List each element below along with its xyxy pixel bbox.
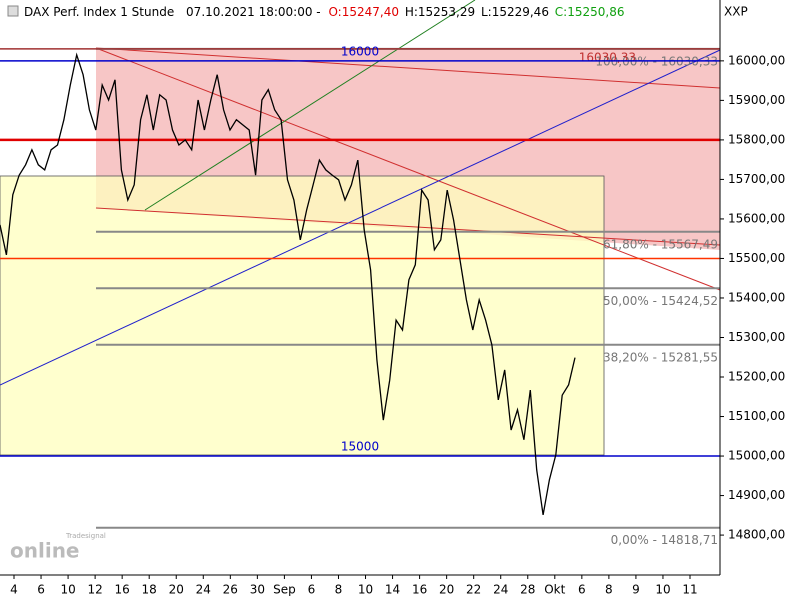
x-tick-label: 30 bbox=[250, 583, 265, 597]
x-tick-label: 18 bbox=[142, 583, 157, 597]
x-tick-label: Sep bbox=[273, 583, 296, 597]
y-tick-label: 15900,00 bbox=[728, 93, 785, 107]
x-tick-label: 10 bbox=[60, 583, 75, 597]
x-tick-label: 14 bbox=[385, 583, 400, 597]
x-tick-label: 12 bbox=[87, 583, 102, 597]
x-tick-label: 8 bbox=[335, 583, 343, 597]
y-tick-label: 16000,00 bbox=[728, 53, 785, 67]
x-tick-label: 22 bbox=[466, 583, 481, 597]
y-tick-label: 15200,00 bbox=[728, 370, 785, 384]
x-tick-label: 16 bbox=[115, 583, 130, 597]
y-tick-label: 14900,00 bbox=[728, 488, 785, 502]
fib-label: 38,20% - 15281,55 bbox=[603, 350, 718, 364]
yellow-zone bbox=[0, 175, 605, 456]
high: H:15253,29 bbox=[405, 5, 475, 19]
logo-small: Tradesignal bbox=[65, 532, 106, 540]
x-tick-label: 20 bbox=[439, 583, 454, 597]
x-tick-label: 6 bbox=[37, 583, 45, 597]
datetime: 07.10.2021 18:00:00 - bbox=[186, 5, 321, 19]
icon[interactable] bbox=[7, 5, 19, 17]
x-tick-label: Okt bbox=[544, 583, 565, 597]
x-tick-label: 4 bbox=[10, 583, 18, 597]
x-tick-label: 10 bbox=[655, 583, 670, 597]
level-label: 16000 bbox=[341, 44, 379, 58]
x-tick-label: 26 bbox=[223, 583, 238, 597]
y-tick-label: 14800,00 bbox=[728, 528, 785, 542]
corner: XXP bbox=[724, 5, 748, 19]
y-tick-label: 15700,00 bbox=[728, 172, 785, 186]
level-label: 15000 bbox=[341, 440, 379, 454]
logo: online bbox=[10, 539, 80, 563]
fib-high-label: 16030,33 bbox=[579, 50, 636, 64]
y-tick-label: 15400,00 bbox=[728, 290, 785, 304]
y-tick-label: 15600,00 bbox=[728, 211, 785, 225]
trendline bbox=[95, 47, 721, 89]
x-tick-label: 11 bbox=[682, 583, 697, 597]
x-tick-label: 24 bbox=[493, 583, 508, 597]
y-tick-label: 15300,00 bbox=[728, 330, 785, 344]
x-tick-label: 10 bbox=[358, 583, 373, 597]
x-tick-label: 6 bbox=[308, 583, 316, 597]
y-tick-label: 15500,00 bbox=[728, 251, 785, 265]
x-tick-label: 8 bbox=[605, 583, 613, 597]
trendline bbox=[95, 47, 721, 291]
fib-label: 0,00% - 14818,71 bbox=[611, 533, 718, 547]
x-tick-label: 28 bbox=[520, 583, 535, 597]
title: DAX Perf. Index 1 Stunde bbox=[24, 5, 174, 19]
x-tick-label: 6 bbox=[578, 583, 586, 597]
trendline bbox=[0, 49, 721, 386]
low: L:15229,46 bbox=[481, 5, 549, 19]
trendline bbox=[144, 0, 476, 211]
close: C:15250,86 bbox=[555, 5, 625, 19]
x-tick-label: 20 bbox=[169, 583, 184, 597]
x-tick-label: 16 bbox=[412, 583, 427, 597]
open: O:15247,40 bbox=[328, 5, 399, 19]
trendline bbox=[95, 207, 721, 246]
y-tick-label: 15800,00 bbox=[728, 132, 785, 146]
fib-label: 61,80% - 15567,49 bbox=[603, 237, 718, 251]
fib-label: 50,00% - 15424,52 bbox=[603, 294, 718, 308]
y-tick-label: 15000,00 bbox=[728, 449, 785, 463]
y-tick-label: 15100,00 bbox=[728, 409, 785, 423]
header: DAX Perf. Index 1 Stunde 07.10.2021 18:0… bbox=[24, 5, 624, 19]
price-line bbox=[0, 52, 576, 516]
x-tick-label: 24 bbox=[196, 583, 211, 597]
x-tick-label: 9 bbox=[632, 583, 640, 597]
